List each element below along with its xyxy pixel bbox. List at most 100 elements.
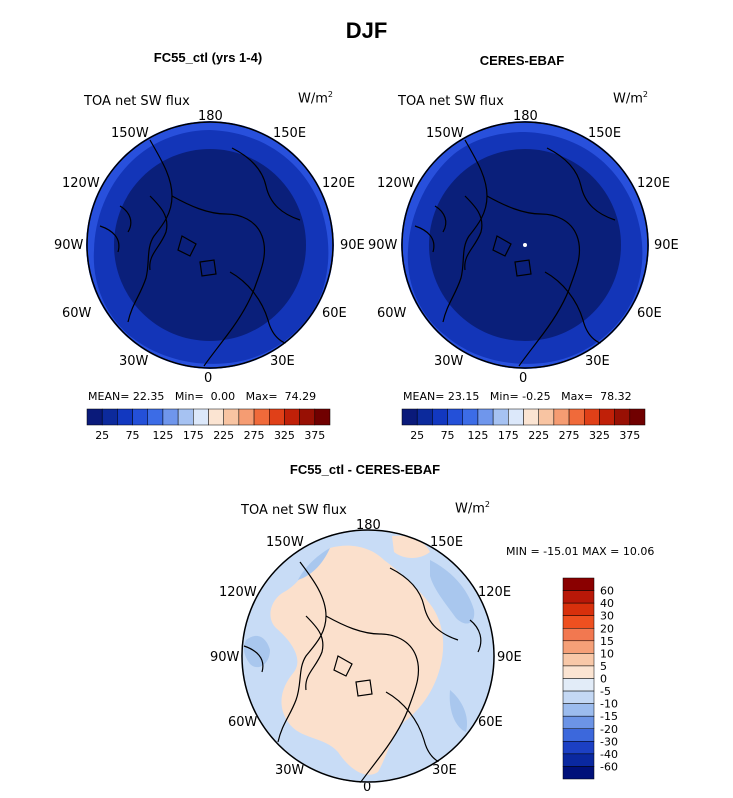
map-diff-positive-region — [392, 535, 430, 558]
colorbar-tick-label: -40 — [600, 748, 618, 761]
colorbar-tick-label: 75 — [441, 429, 455, 442]
figure-title: DJF — [345, 18, 388, 43]
panel-diff-units: W/m2 — [455, 500, 490, 517]
map-left — [86, 121, 334, 369]
lon-label-150e: 150E — [430, 535, 464, 550]
colorbar-tick-label: -5 — [600, 685, 611, 698]
colorbar-swatch — [447, 408, 463, 426]
panel-diff-title: FC55_ctl - CERES-EBAF — [289, 462, 441, 477]
map-left-inner-core — [114, 149, 306, 341]
lon-label-90w: 90W — [54, 238, 84, 253]
lon-label-120e: 120E — [478, 585, 512, 600]
panel-left-title: FC55_ctl (yrs 1-4) — [153, 50, 263, 65]
colorbar-swatch — [614, 408, 631, 426]
lon-label-120e: 120E — [322, 176, 356, 191]
panel-diff-variable: TOA net SW flux — [241, 503, 347, 518]
colorbar-swatch — [599, 408, 615, 426]
colorbar-tick-label: 175 — [498, 429, 519, 442]
colorbar-swatch — [584, 408, 600, 426]
lon-label-0: 0 — [204, 371, 213, 386]
colorbar-tick-label: 325 — [589, 429, 610, 442]
lon-label-120w: 120W — [62, 176, 100, 191]
colorbar-swatch — [223, 408, 240, 426]
lon-label-30w: 30W — [119, 354, 149, 369]
map-left-border — [86, 121, 334, 369]
colorbar-tick-label: -30 — [600, 735, 618, 748]
lon-label-90e: 90E — [497, 650, 522, 665]
colorbar-swatch — [553, 408, 570, 426]
colorbar-tick-label: 275 — [244, 429, 265, 442]
colorbar-tick-label: -10 — [600, 698, 618, 711]
colorbar-swatch — [147, 408, 164, 426]
colorbar-swatch — [177, 408, 194, 426]
map-diff-coastlines — [243, 561, 482, 783]
colorbar-swatch — [101, 408, 118, 426]
colorbar-swatch — [432, 408, 448, 426]
colorbar-swatch — [314, 408, 331, 426]
colorbar-tick-label: -15 — [600, 710, 618, 723]
colorbar-swatch — [117, 408, 133, 426]
colorbar-swatch — [562, 628, 595, 642]
colorbar-tick-label: 30 — [600, 610, 614, 623]
colorbar-swatch — [477, 408, 494, 426]
panel-left-units: W/m2 — [298, 90, 333, 107]
lon-label-60w: 60W — [228, 715, 258, 730]
lon-label-90e: 90E — [340, 238, 365, 253]
map-diff-negative-patch — [430, 560, 475, 624]
colorbar-tick-label: 125 — [467, 429, 488, 442]
lon-label-60w: 60W — [62, 306, 92, 321]
colorbar-swatch — [208, 408, 224, 426]
colorbar-tick-label: 375 — [304, 429, 325, 442]
lon-label-0: 0 — [363, 780, 372, 795]
lon-label-150e: 150E — [273, 126, 307, 141]
colorbar-swatch — [629, 408, 646, 426]
colorbar-tick-label: 0 — [600, 673, 607, 686]
panel-left-variable: TOA net SW flux — [84, 94, 190, 109]
colorbar-swatch — [523, 408, 539, 426]
colorbar-swatch — [508, 408, 524, 426]
colorbar-tick-label: 20 — [600, 622, 614, 635]
colorbar-tick-label: 40 — [600, 597, 614, 610]
colorbar-tick-label: 10 — [600, 647, 614, 660]
lon-label-60e: 60E — [322, 306, 347, 321]
colorbar-swatch — [284, 408, 300, 426]
colorbar-tick-label: 375 — [619, 429, 640, 442]
colorbar-swatch — [562, 678, 595, 692]
lon-label-30e: 30E — [432, 763, 457, 778]
map-right-border — [401, 121, 649, 369]
colorbar-right: 25 75 125 175 225 275 325 375 — [401, 408, 646, 442]
panel-right-units: W/m2 — [613, 90, 648, 107]
colorbar-swatch — [253, 408, 270, 426]
colorbar-swatch — [562, 715, 595, 729]
colorbar-swatch — [562, 690, 595, 704]
colorbar-swatch — [562, 653, 595, 667]
lon-label-30e: 30E — [270, 354, 295, 369]
lon-label-60w: 60W — [377, 306, 407, 321]
colorbar-swatch — [462, 408, 479, 426]
colorbar-swatch — [299, 408, 316, 426]
colorbar-swatch — [416, 408, 433, 426]
colorbar-swatch — [269, 408, 285, 426]
map-diff — [241, 529, 495, 783]
colorbar-swatch — [238, 408, 255, 426]
lon-label-0: 0 — [519, 371, 528, 386]
colorbar-swatch — [492, 408, 509, 426]
colorbar-tick-label: 15 — [600, 635, 614, 648]
colorbar-swatch — [562, 766, 595, 780]
colorbar-swatch — [162, 408, 179, 426]
lon-label-90w: 90W — [368, 238, 398, 253]
colorbar-tick-label: -20 — [600, 723, 618, 736]
lon-label-30w: 30W — [434, 354, 464, 369]
colorbar-tick-label: 25 — [95, 429, 109, 442]
colorbar-swatch — [562, 615, 595, 629]
colorbar-tick-label: 25 — [410, 429, 424, 442]
lon-label-180: 180 — [198, 109, 223, 124]
lon-label-150e: 150E — [588, 126, 622, 141]
colorbar-swatch — [562, 602, 595, 616]
colorbar-tick-label: 125 — [152, 429, 173, 442]
lon-label-30e: 30E — [585, 354, 610, 369]
map-diff-negative-patch — [449, 690, 468, 732]
colorbar-left: 25 75 125 175 225 275 325 375 — [86, 408, 331, 442]
